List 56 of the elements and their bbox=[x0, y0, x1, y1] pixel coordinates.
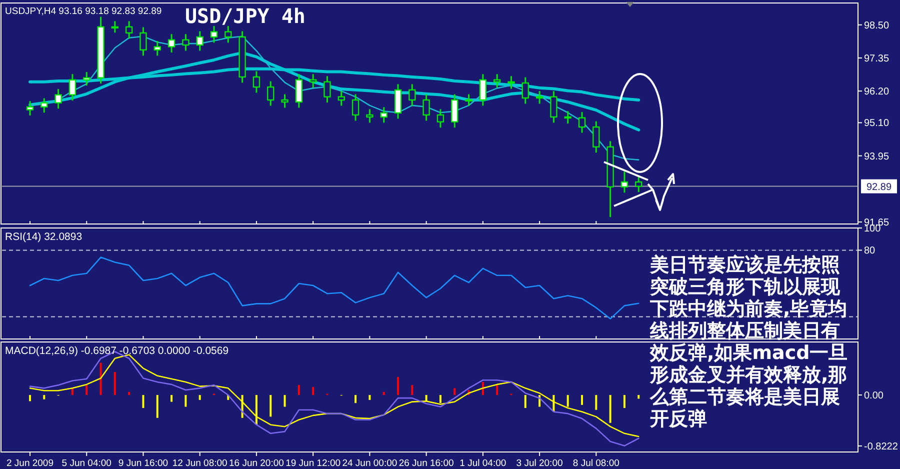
bar bbox=[142, 394, 144, 408]
bar bbox=[114, 372, 116, 395]
x-tick-label: 16 Jun 20:00 bbox=[228, 458, 284, 469]
bar bbox=[638, 394, 640, 399]
chart-title: RSI(14) 32.0893 bbox=[5, 231, 82, 243]
bar bbox=[156, 394, 158, 418]
y-tick-label: 80 bbox=[864, 246, 876, 257]
bar bbox=[354, 394, 357, 404]
line-series bbox=[29, 256, 640, 320]
bar bbox=[411, 385, 414, 395]
y-tick-label: 96.20 bbox=[864, 86, 890, 98]
bar bbox=[29, 394, 31, 402]
bar bbox=[368, 394, 371, 400]
x-tick-label: 2 Jun 2009 bbox=[6, 458, 54, 469]
chart-title: USD/JPY 4h bbox=[185, 4, 306, 28]
x-tick-label: 8 Jul 08:00 bbox=[572, 458, 620, 469]
bar bbox=[43, 394, 46, 400]
x-tick-label: 9 Jun 16:00 bbox=[118, 458, 168, 469]
y-tick-label: 95.10 bbox=[864, 118, 890, 130]
bar bbox=[454, 388, 456, 395]
line-series bbox=[28, 51, 640, 132]
bar bbox=[312, 386, 314, 395]
bar bbox=[382, 392, 385, 395]
y-tick-label: -0.8222 bbox=[864, 441, 898, 452]
y-tick-label: 0.00 bbox=[864, 390, 884, 402]
y-tick-label: 98.50 bbox=[864, 20, 890, 32]
bar bbox=[581, 394, 583, 405]
bar bbox=[397, 377, 399, 395]
bar bbox=[609, 394, 612, 423]
bar bbox=[623, 394, 626, 408]
bar bbox=[595, 394, 598, 410]
bar bbox=[566, 394, 569, 407]
chart-subtitle: USDJPY,H4 93.16 93.18 92.83 92.89 bbox=[5, 6, 162, 17]
x-tick-label: 26 Jun 16:00 bbox=[398, 458, 454, 469]
bar bbox=[524, 394, 526, 408]
bar bbox=[496, 385, 498, 395]
x-tick-label: 3 Jul 20:00 bbox=[516, 458, 563, 469]
x-tick-label: 24 Jun 00:00 bbox=[342, 458, 398, 469]
ref-line-label: 92.89 bbox=[866, 182, 892, 193]
bar bbox=[198, 394, 201, 400]
bar bbox=[439, 394, 442, 404]
bar bbox=[86, 385, 88, 395]
bar bbox=[170, 394, 173, 402]
bar bbox=[270, 394, 272, 417]
x-tick-label: 1 Jul 04:00 bbox=[460, 458, 506, 469]
bar bbox=[128, 392, 130, 395]
x-tick-label: 19 Jun 12:00 bbox=[286, 458, 341, 469]
bar bbox=[100, 362, 102, 395]
bar bbox=[184, 394, 187, 407]
y-tick-label: 97.35 bbox=[864, 53, 890, 64]
x-tick-label: 12 Jun 08:00 bbox=[172, 458, 228, 469]
chart-title: MACD(12,26,9) -0.6987 -0.6703 0.0000 -0.0569 bbox=[5, 345, 229, 357]
y-tick-label: 93.95 bbox=[864, 151, 890, 162]
x-tick-label: 5 Jun 04:00 bbox=[62, 458, 112, 469]
bar bbox=[298, 385, 300, 395]
bar bbox=[284, 394, 286, 407]
